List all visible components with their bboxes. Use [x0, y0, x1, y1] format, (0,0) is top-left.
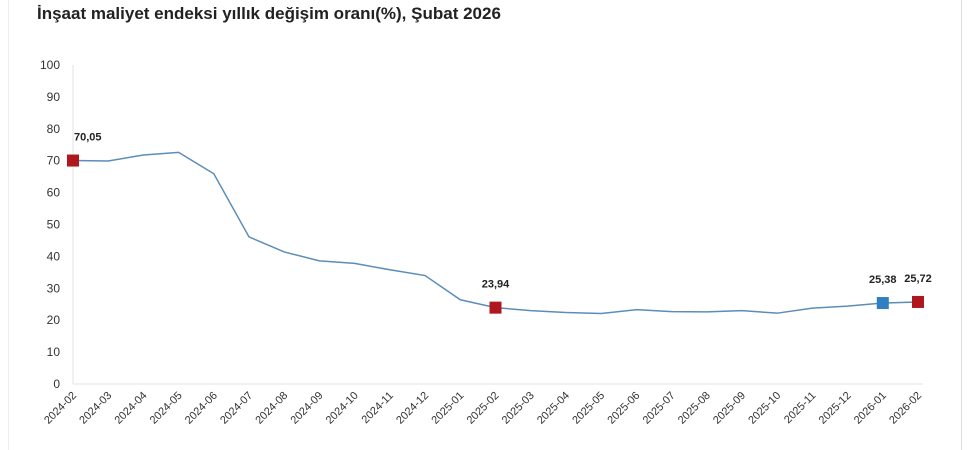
x-tick-label: 2025-12 — [817, 390, 854, 427]
y-tick-label: 0 — [53, 377, 60, 391]
x-tick-label: 2024-05 — [148, 390, 185, 427]
x-tick-label: 2025-01 — [429, 390, 466, 427]
x-tick-label: 2024-12 — [394, 390, 431, 427]
x-tick-label: 2025-04 — [535, 390, 572, 427]
x-tick-label: 2024-07 — [218, 390, 255, 427]
data-point-marker — [912, 295, 924, 308]
y-tick-label: 60 — [47, 186, 61, 200]
data-label: 25,38 — [869, 274, 897, 286]
x-tick-label: 2025-10 — [746, 390, 783, 427]
y-tick-label: 90 — [47, 90, 61, 104]
chart-card — [8, 0, 962, 450]
data-label: 70,05 — [74, 132, 102, 144]
y-tick-label: 20 — [47, 313, 61, 327]
y-tick-label: 50 — [47, 218, 61, 232]
x-tick-label: 2024-09 — [289, 390, 326, 427]
data-point-marker — [489, 301, 502, 314]
data-label: 25,72 — [904, 273, 932, 285]
x-tick-label: 2024-10 — [324, 390, 361, 427]
x-tick-label: 2025-02 — [465, 390, 502, 427]
x-tick-label: 2024-02 — [42, 390, 79, 427]
y-tick-label: 10 — [47, 345, 61, 359]
x-tick-label: 2024-03 — [77, 390, 114, 427]
data-label: 23,94 — [482, 279, 510, 291]
x-tick-label: 2025-09 — [711, 390, 748, 427]
y-tick-label: 30 — [47, 281, 61, 295]
x-tick-label: 2025-03 — [500, 390, 537, 427]
x-tick-label: 2025-11 — [782, 390, 818, 426]
y-tick-label: 100 — [40, 58, 60, 72]
data-point-marker — [67, 154, 79, 167]
x-tick-label: 2024-11 — [360, 390, 396, 426]
data-point-marker — [876, 297, 889, 310]
chart-title: İnşaat maliyet endeksi yıllık değişim or… — [37, 4, 501, 23]
x-tick-label: 2024-06 — [183, 390, 220, 427]
y-tick-label: 70 — [47, 154, 61, 168]
x-tick-label: 2025-07 — [641, 390, 678, 427]
y-tick-label: 80 — [47, 122, 61, 136]
y-tick-label: 40 — [47, 249, 61, 263]
x-tick-label: 2025-05 — [570, 390, 607, 427]
x-tick-label: 2025-06 — [605, 390, 642, 427]
x-tick-label: 2024-04 — [113, 390, 150, 427]
x-tick-label: 2026-02 — [887, 390, 924, 427]
x-tick-label: 2025-08 — [676, 390, 713, 427]
x-tick-label: 2026-01 — [852, 390, 889, 427]
x-tick-label: 2024-08 — [253, 390, 290, 427]
